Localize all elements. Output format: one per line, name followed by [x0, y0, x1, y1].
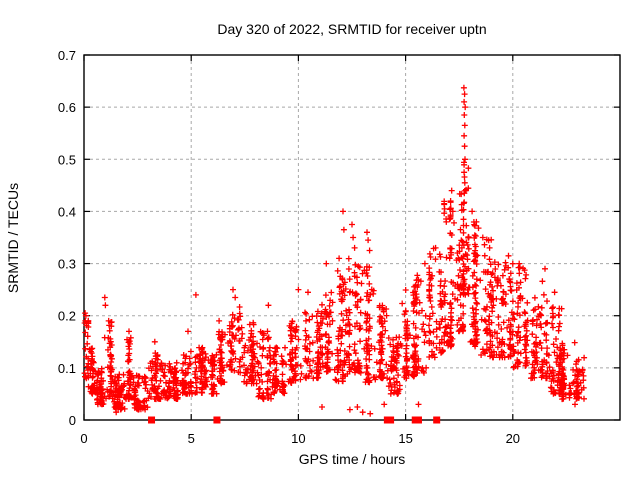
y-axis-label: SRMTID / TECUs [5, 183, 21, 293]
y-tick-label: 0.1 [58, 361, 76, 376]
x-tick-label: 5 [188, 431, 195, 446]
data-point-markers [81, 84, 588, 417]
x-tick-label: 0 [80, 431, 87, 446]
axis-flag-squares [148, 416, 441, 424]
grid-lines [84, 55, 620, 420]
plot-frame [83, 54, 621, 421]
axis-flag-square [213, 416, 221, 424]
x-tick-label: 10 [291, 431, 305, 446]
y-tick-label: 0.7 [58, 48, 76, 63]
axis-ticks [83, 54, 620, 421]
y-tick-label: 0.6 [58, 100, 76, 115]
y-tick-label: 0.3 [58, 257, 76, 272]
x-tick-label: 20 [506, 431, 520, 446]
axis-flag-square [414, 416, 422, 424]
chart-title: Day 320 of 2022, SRMTID for receiver upt… [217, 21, 486, 37]
x-axis-label: GPS time / hours [299, 451, 406, 467]
y-tick-label: 0.4 [58, 204, 76, 219]
y-tick-label: 0 [69, 413, 76, 428]
axis-flag-square [148, 416, 156, 424]
y-tick-label: 0.2 [58, 309, 76, 324]
axis-flag-square [387, 416, 395, 424]
x-tick-label: 15 [398, 431, 412, 446]
axis-tick-labels: 0 5 10 15 20 0 0.1 0.2 0.3 0.4 0.5 0.6 0.7 [58, 48, 520, 446]
plot-border [83, 54, 621, 421]
y-tick-label: 0.5 [58, 152, 76, 167]
scatter-points [81, 84, 588, 417]
axis-flag-square [433, 416, 441, 424]
